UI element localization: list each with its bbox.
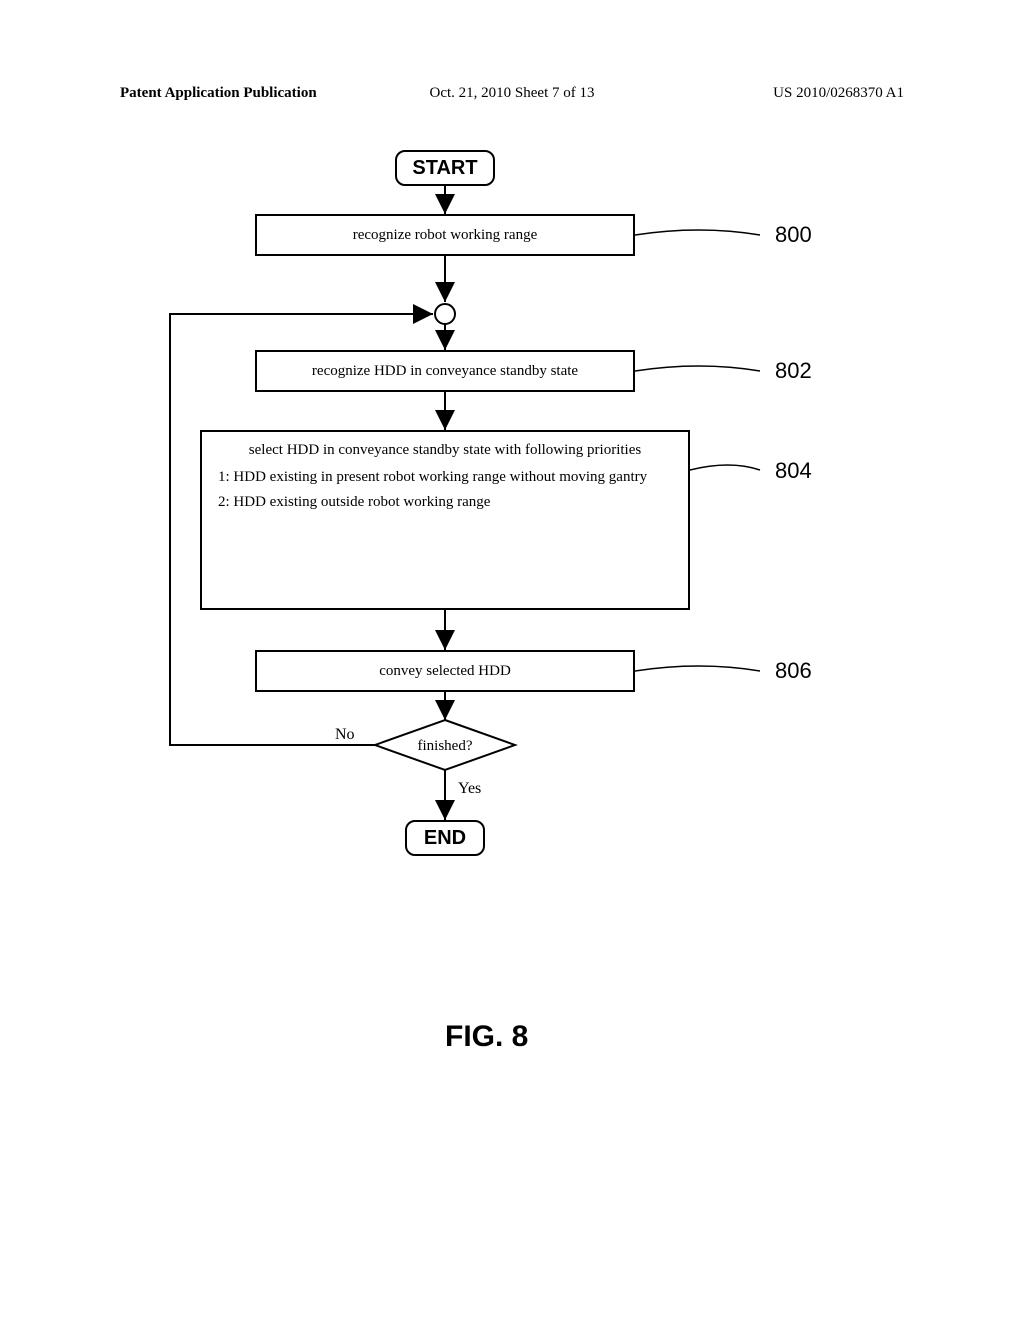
ref-800: 800: [775, 222, 812, 248]
start-node: START: [395, 150, 495, 186]
ref-802: 802: [775, 358, 812, 384]
step-806-label: convey selected HDD: [379, 663, 511, 680]
ref-804: 804: [775, 458, 812, 484]
step-802: recognize HDD in conveyance standby stat…: [255, 350, 635, 392]
page-header: Patent Application Publication Oct. 21, …: [0, 85, 1024, 102]
ref-806: 806: [775, 658, 812, 684]
step-804: select HDD in conveyance standby state w…: [200, 430, 690, 610]
step-804-line1: 1: HDD existing in present robot working…: [218, 469, 672, 486]
header-left: Patent Application Publication: [120, 85, 317, 102]
decision-text: finished?: [418, 738, 473, 754]
figure-caption: FIG. 8: [445, 1020, 528, 1054]
edge-no-label: No: [335, 726, 355, 744]
flowchart-figure: finished? START recognize robot working …: [0, 140, 1024, 990]
header-center: Oct. 21, 2010 Sheet 7 of 13: [430, 85, 595, 102]
step-802-label: recognize HDD in conveyance standby stat…: [312, 363, 578, 380]
step-800-label: recognize robot working range: [353, 227, 538, 244]
step-804-line2: 2: HDD existing outside robot working ra…: [218, 494, 672, 511]
edge-yes-label: Yes: [458, 780, 481, 798]
start-label: START: [412, 157, 477, 180]
step-804-title: select HDD in conveyance standby state w…: [218, 442, 672, 459]
step-806: convey selected HDD: [255, 650, 635, 692]
header-right: US 2010/0268370 A1: [773, 85, 904, 102]
end-label: END: [424, 827, 466, 850]
end-node: END: [405, 820, 485, 856]
step-800: recognize robot working range: [255, 214, 635, 256]
